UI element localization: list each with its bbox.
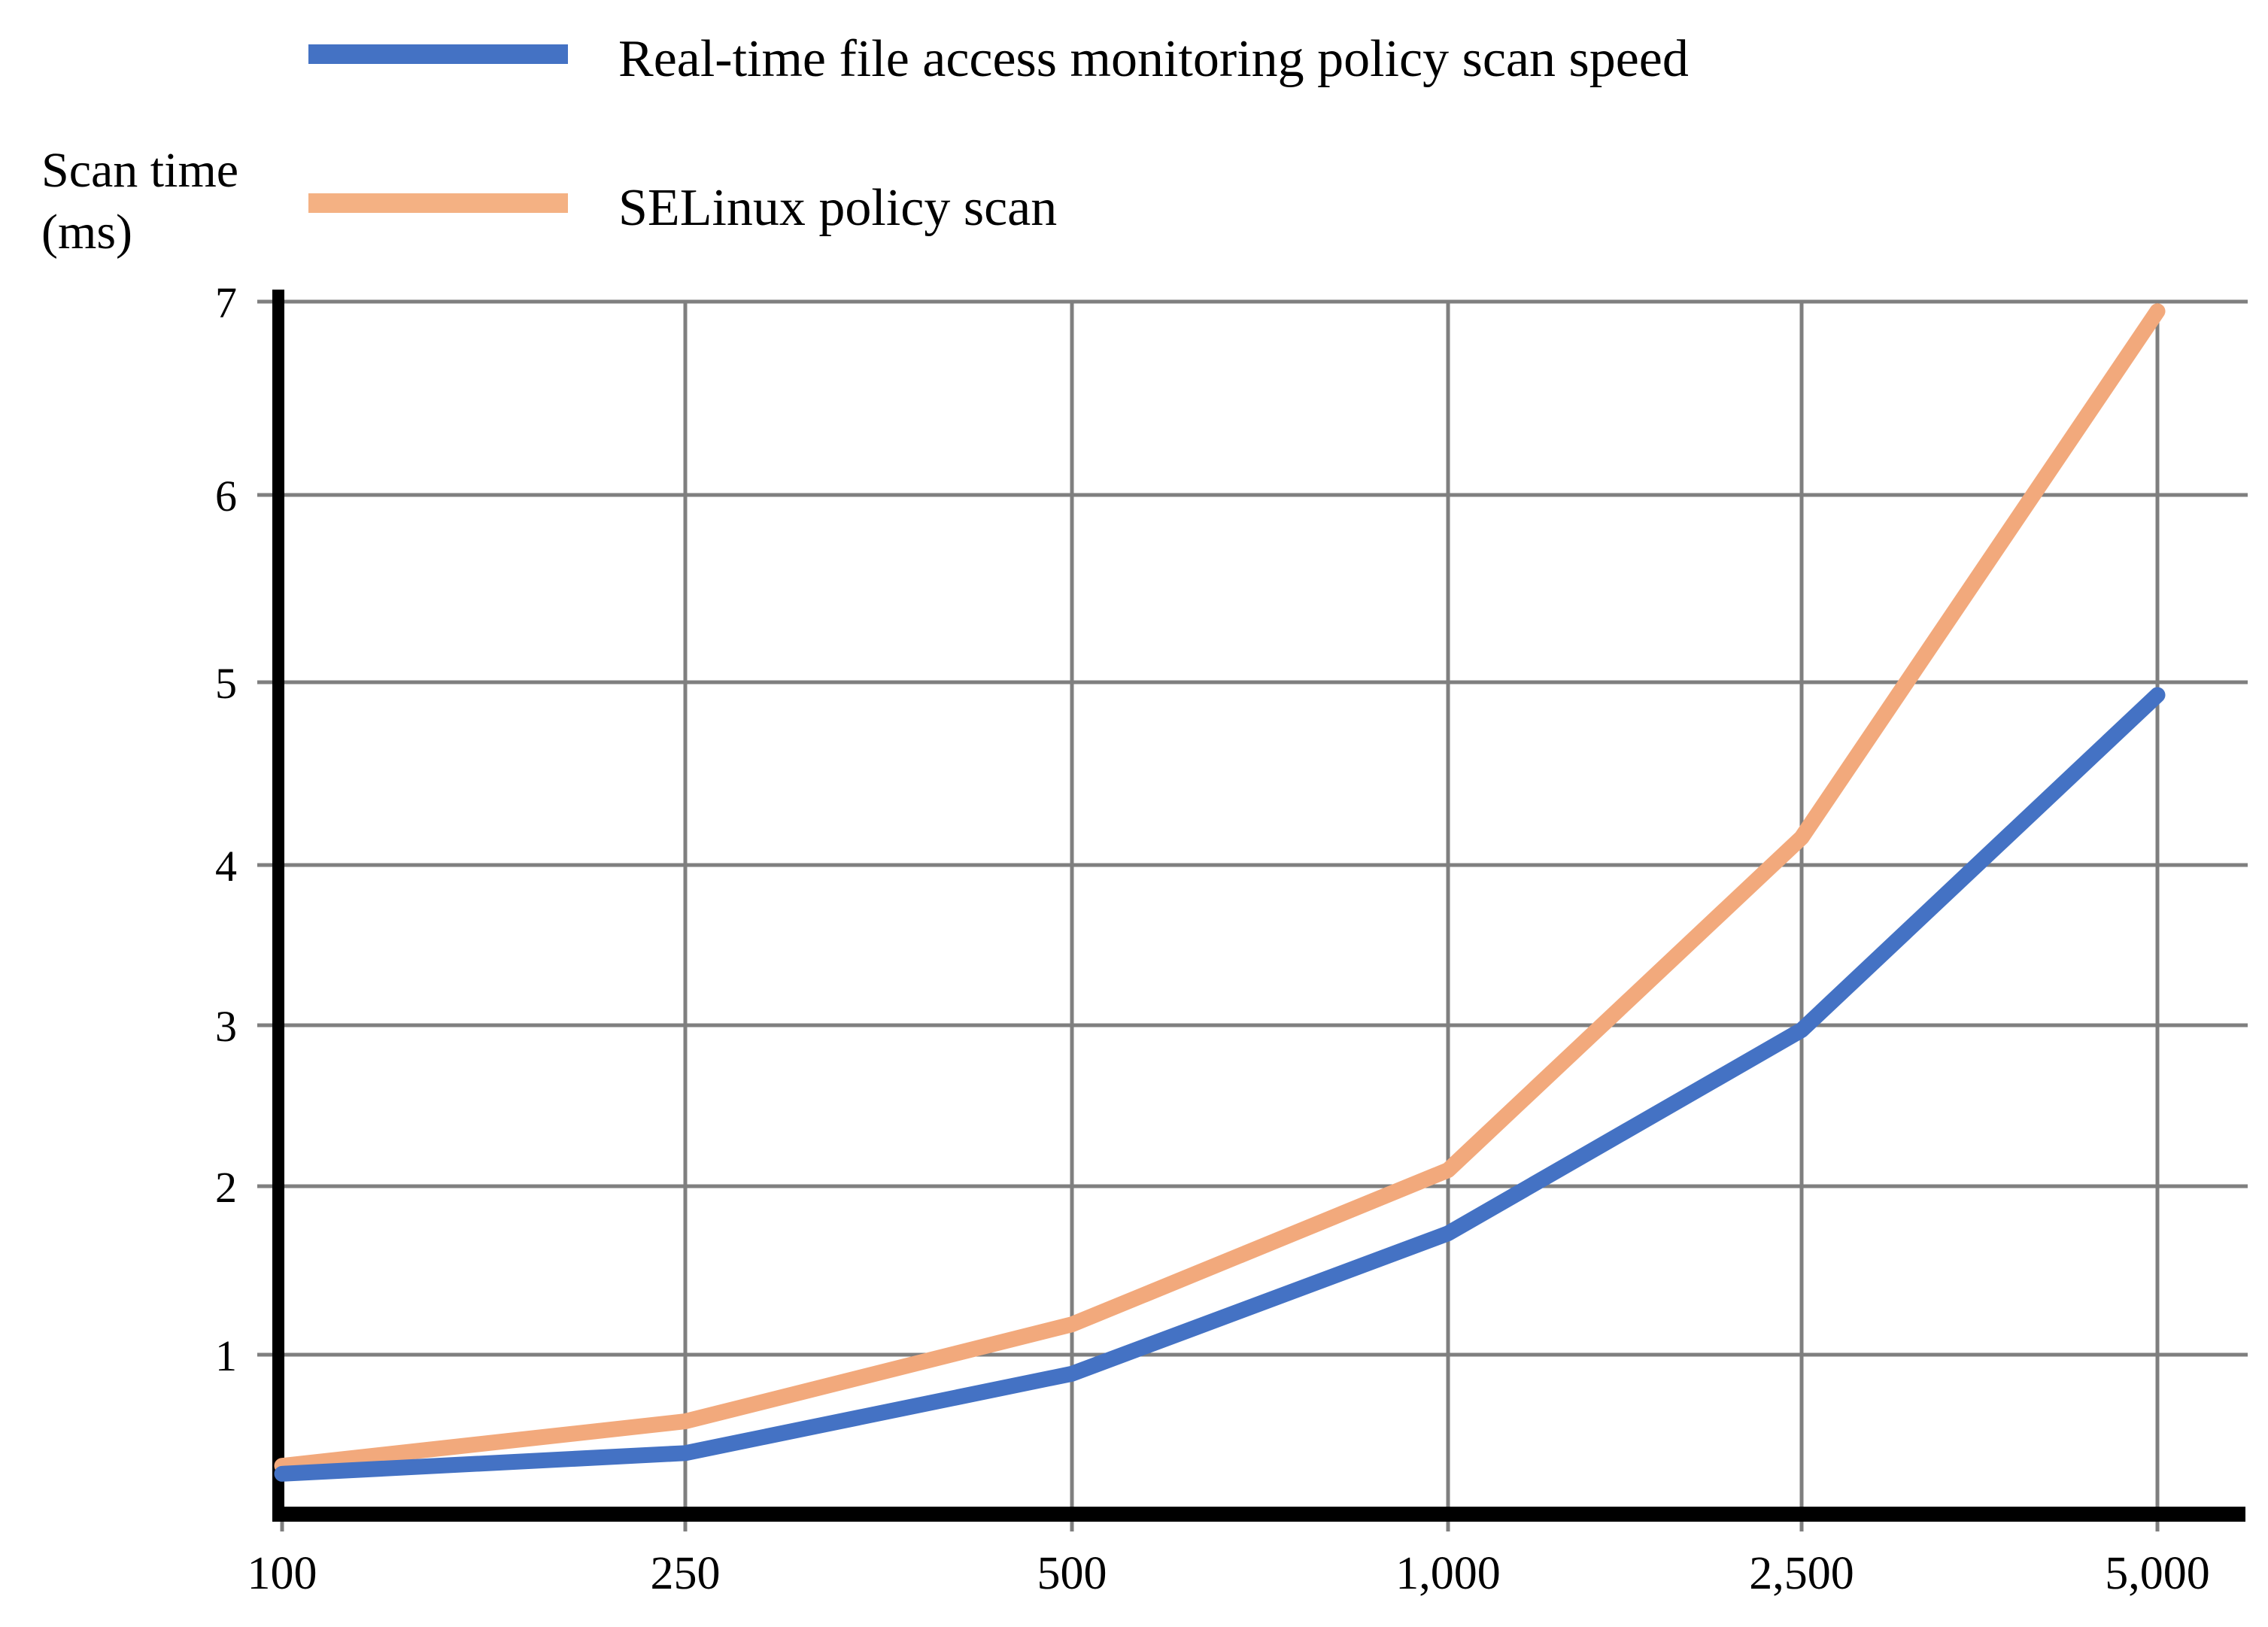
x-tick-label: 1,000	[1395, 1548, 1501, 1599]
x-tick-label: 250	[651, 1548, 721, 1599]
x-tick-label: 5,000	[2105, 1548, 2210, 1599]
legend-label-realtime: Real-time file access monitoring policy …	[618, 30, 1689, 88]
x-axis-line	[272, 1507, 2245, 1522]
y-tick-label: 4	[215, 842, 237, 891]
y-tick-label: 6	[215, 472, 237, 521]
legend-swatch-selinux	[308, 193, 568, 213]
x-tick-label: 500	[1037, 1548, 1107, 1599]
series-line-realtime	[274, 687, 2166, 1482]
y-axis-title-line1: Scan time	[41, 143, 239, 198]
y-axis-title-line2: (ms)	[41, 205, 132, 260]
y-tick-label: 5	[215, 659, 237, 708]
legend-label-selinux: SELinux policy scan	[618, 179, 1058, 237]
y-axis-line	[272, 290, 284, 1522]
series-line-selinux	[274, 303, 2166, 1474]
y-tick-label: 2	[215, 1163, 237, 1212]
x-tick-label: 2,500	[1749, 1548, 1854, 1599]
y-axis-title: Scan time (ms)	[41, 140, 238, 263]
legend-swatch-realtime	[308, 44, 568, 64]
y-tick-label: 3	[215, 1002, 237, 1051]
x-tick-label: 100	[247, 1548, 317, 1599]
y-tick-label: 7	[215, 278, 237, 327]
y-tick-label: 1	[215, 1331, 237, 1380]
